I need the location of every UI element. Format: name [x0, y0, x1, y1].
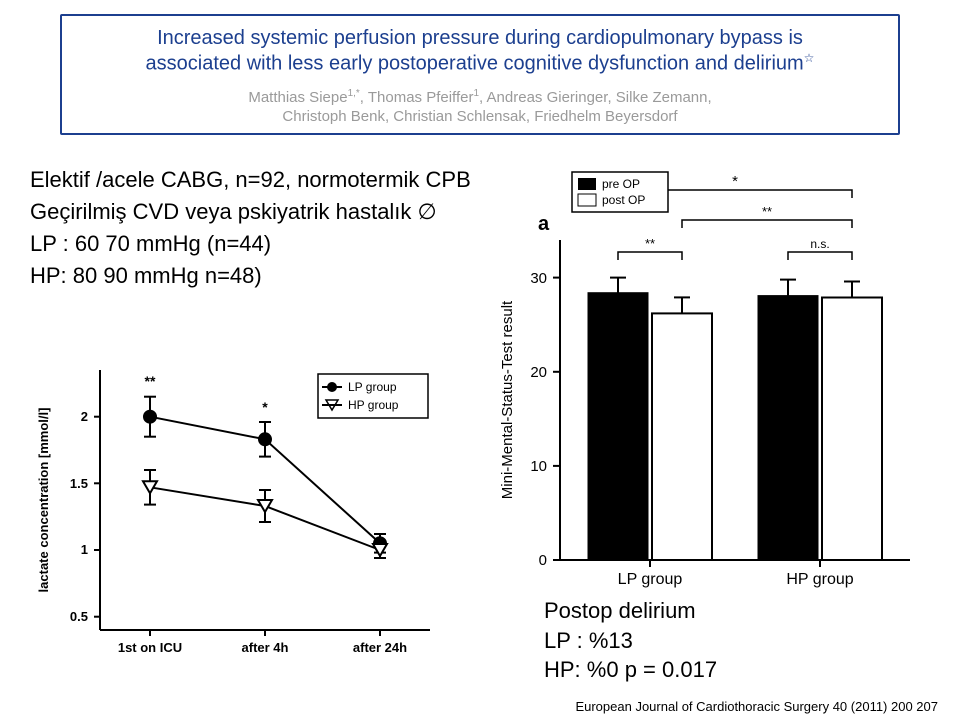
title-line-2: associated with less early postoperative… — [146, 53, 804, 75]
authors-line-2: Christoph Benk, Christian Schlensak, Fri… — [282, 108, 677, 125]
xcat-0: 1st on ICU — [118, 640, 182, 655]
ytick-2: 1.5 — [70, 476, 88, 491]
postop-line-1: Postop delirium — [544, 596, 717, 626]
bytick-3: 30 — [530, 270, 547, 287]
postop-line-3: HP: %0 p = 0.017 — [544, 655, 717, 685]
sig-overall: * — [732, 173, 738, 190]
postop-delirium-text: Postop delirium LP : %13 HP: %0 p = 0.01… — [544, 596, 717, 685]
lactate-line-chart: 0.5 1 1.5 2 lactate concentration [mmol/… — [30, 350, 450, 670]
hp-series — [143, 470, 387, 558]
bytick-1: 10 — [530, 458, 547, 475]
xcat-2: after 24h — [353, 640, 407, 655]
ytick-0: 0.5 — [70, 609, 88, 624]
lp-series — [144, 397, 386, 553]
paper-header-box: Increased systemic perfusion pressure du… — [60, 14, 900, 135]
bytick-2: 20 — [530, 364, 547, 381]
study-description: Elektif /acele CABG, n=92, normotermik C… — [30, 164, 471, 292]
citation-text: European Journal of Cardiothoracic Surge… — [575, 699, 938, 714]
author-sup-1: 1,* — [348, 88, 360, 99]
sig-star-2: * — [262, 399, 268, 415]
bar-hp-pre — [758, 296, 818, 560]
bar-legend: pre OP post OP — [572, 172, 668, 212]
study-line-3: LP : 60 70 mmHg (n=44) — [30, 228, 471, 260]
bar-ylabel: Mini-Mental-Status-Test result — [499, 300, 516, 499]
legend-lp: LP group — [348, 380, 397, 394]
mmst-svg: a 0 10 20 30 Mini-Mental-Status-Test res… — [490, 160, 930, 590]
bar-lp-post — [652, 313, 712, 560]
study-line-4: HP: 80 90 mmHg n=48) — [30, 260, 471, 292]
bar-x-labels: LP group HP group — [618, 560, 854, 588]
sig-hp-pair: n.s. — [810, 237, 829, 251]
y-ticks: 0.5 1 1.5 2 — [70, 409, 100, 624]
xcat-hp: HP group — [786, 571, 853, 588]
legend-hp: HP group — [348, 398, 399, 412]
author-seg-2: , Thomas Pfeiffer — [360, 89, 474, 106]
sig-lp-pair: ** — [645, 236, 655, 251]
mmst-bar-chart: a 0 10 20 30 Mini-Mental-Status-Test res… — [490, 160, 930, 590]
author-seg-1: Matthias Siepe — [248, 89, 347, 106]
study-line-2: Geçirilmiş CVD veya pskiyatrik hastalık … — [30, 196, 471, 228]
paper-title: Increased systemic perfusion pressure du… — [76, 26, 884, 77]
ytick-1: 1 — [81, 542, 88, 557]
sig-post-pair: ** — [762, 204, 772, 219]
empty-set-icon: ∅ — [418, 199, 437, 224]
slide-page: Increased systemic perfusion pressure du… — [0, 0, 960, 720]
bar-hp-post — [822, 298, 882, 561]
bar-lp-pre — [588, 293, 648, 560]
bytick-0: 0 — [539, 552, 547, 569]
ytick-3: 2 — [81, 409, 88, 424]
title-star-icon: ☆ — [804, 51, 815, 65]
postop-line-2: LP : %13 — [544, 626, 717, 656]
x-ticks: 1st on ICU after 4h after 24h — [118, 630, 407, 655]
lactate-ylabel: lactate concentration [mmol/l] — [36, 408, 51, 593]
author-seg-3: , Andreas Gieringer, Silke Zemann, — [479, 89, 712, 106]
xcat-1: after 4h — [242, 640, 289, 655]
sig-star-1: ** — [145, 373, 156, 389]
legend-post: post OP — [602, 193, 645, 207]
study-line-1: Elektif /acele CABG, n=92, normotermik C… — [30, 164, 471, 196]
study-line-2a: Geçirilmiş CVD veya pskiyatrik hastalık — [30, 199, 418, 224]
title-line-1: Increased systemic perfusion pressure du… — [157, 27, 803, 49]
panel-label: a — [538, 213, 550, 235]
lactate-svg: 0.5 1 1.5 2 lactate concentration [mmol/… — [30, 350, 450, 670]
line-legend: LP group HP group — [318, 374, 428, 418]
legend-pre: pre OP — [602, 177, 640, 191]
paper-authors: Matthias Siepe1,*, Thomas Pfeiffer1, And… — [76, 87, 884, 127]
bar-y-ticks: 0 10 20 30 — [530, 270, 560, 569]
xcat-lp: LP group — [618, 571, 683, 588]
